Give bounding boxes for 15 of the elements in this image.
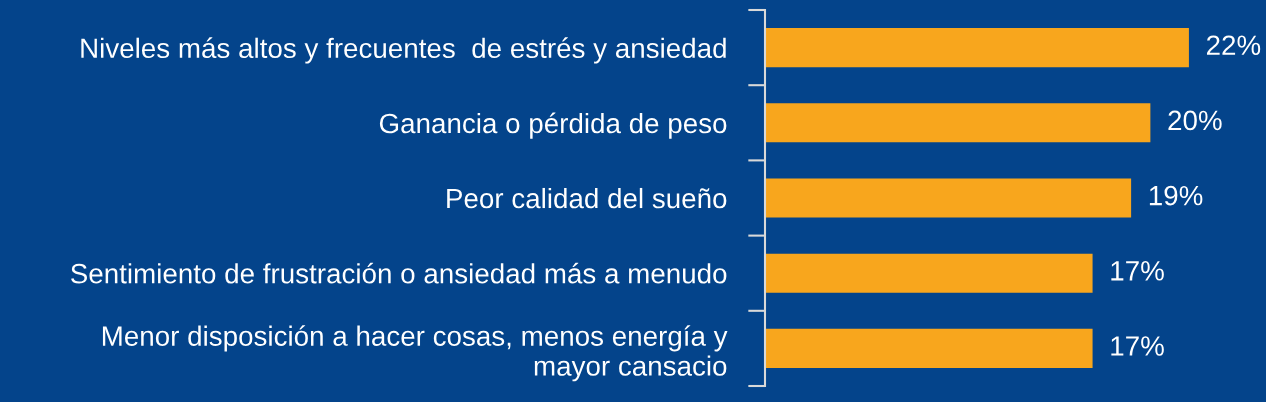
y-tick-label: Niveles más altos y frecuentes de estrés y ansiedad — [81, 37, 726, 64]
bar — [765, 103, 1151, 143]
bar — [765, 253, 1093, 293]
data-label: 17% — [1111, 336, 1164, 356]
data-label: 19% — [1149, 185, 1203, 206]
bar — [765, 28, 1189, 68]
data-label: 17% — [1111, 261, 1164, 281]
bar — [765, 178, 1132, 218]
bar — [765, 328, 1093, 368]
y-tick-label: Menor disposición a hacer cosas, menos energía y mayor cansacio — [102, 325, 728, 382]
y-tick-label: Sentimiento de frustración o ansiedad más a menudo — [71, 262, 727, 284]
y-tick-label: Peor calidad del sueño — [447, 187, 727, 209]
y-tick-label: Ganancia o pérdida de peso — [379, 112, 727, 139]
data-label: 22% — [1206, 35, 1261, 55]
data-label: 20% — [1168, 110, 1222, 131]
